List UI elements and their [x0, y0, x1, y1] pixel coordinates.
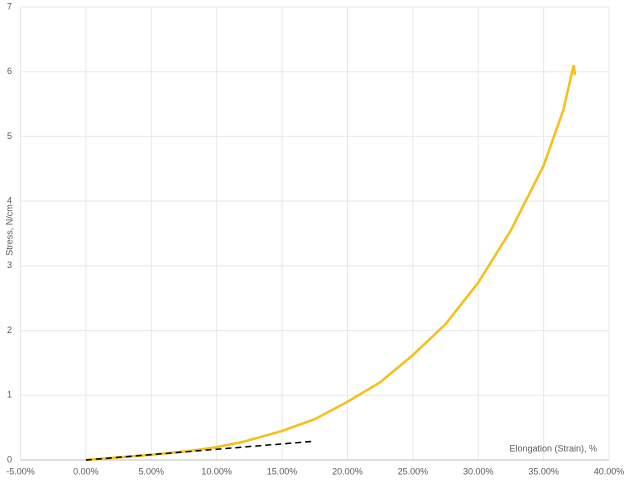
y-tick-label: 1: [7, 390, 12, 400]
y-tick-label: 3: [7, 260, 12, 270]
series-line: [85, 440, 315, 461]
y-tick-label: 5: [7, 131, 12, 141]
x-tick-label: -5.00%: [6, 466, 35, 476]
y-tick-label: 6: [7, 66, 12, 76]
x-tick-label: 35.00%: [528, 466, 559, 476]
y-tick-label: 7: [7, 1, 12, 11]
y-tick-label: 4: [7, 196, 12, 206]
x-tick-label: 40.00%: [594, 466, 625, 476]
x-tick-label: 20.00%: [332, 466, 363, 476]
series-line: [85, 64, 577, 462]
x-tick-label: 25.00%: [398, 466, 429, 476]
x-tick-label: 15.00%: [267, 466, 298, 476]
y-tick-label: 2: [7, 325, 12, 335]
x-tick-label: 10.00%: [201, 466, 232, 476]
x-tick-label: 30.00%: [463, 466, 494, 476]
x-tick-label: 0.00%: [73, 466, 99, 476]
x-tick-label: 5.00%: [139, 466, 165, 476]
x-axis-label: Elongation (Strain), %: [509, 443, 597, 453]
y-axis-label: Stress, N/cm: [4, 204, 14, 256]
y-tick-label: 0: [7, 454, 12, 464]
